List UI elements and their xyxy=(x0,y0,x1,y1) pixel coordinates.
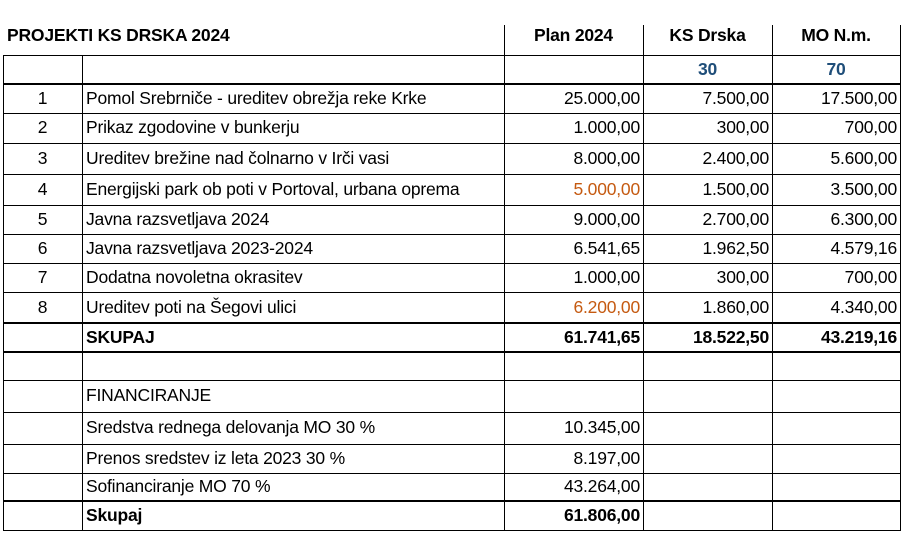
row-number: 3 xyxy=(37,147,48,168)
ks-value: 300,00 xyxy=(716,266,770,287)
ks-value: 1.962,50 xyxy=(702,237,769,258)
financing-total-value: 61.806,00 xyxy=(563,504,640,525)
plan-value: 1.000,00 xyxy=(573,117,640,138)
project-name: Energijski park ob poti v Portoval, urba… xyxy=(86,178,460,199)
plan-value: 9.000,00 xyxy=(573,208,640,229)
grid-vline xyxy=(504,55,505,531)
grid-hline xyxy=(3,412,901,413)
ks-value: 1.860,00 xyxy=(702,296,769,317)
ks-share-percent: 30 xyxy=(697,58,718,79)
grid-vline xyxy=(3,55,4,531)
grid-vline xyxy=(900,55,901,531)
header-ks-drska: KS Drska xyxy=(669,25,746,46)
grid-vline xyxy=(772,55,773,531)
project-name: Pomol Srebrniče - ureditev obrežja reke … xyxy=(86,87,427,108)
header-plan-2024: Plan 2024 xyxy=(534,25,613,46)
project-name: Javna razsvetljava 2023-2024 xyxy=(86,237,313,258)
plan-value: 1.000,00 xyxy=(573,266,640,287)
grid-hline xyxy=(3,174,901,175)
financing-label: Prenos sredstev iz leta 2023 30 % xyxy=(86,447,345,468)
grid-vline xyxy=(772,25,773,56)
mo-value: 3.500,00 xyxy=(830,178,897,199)
row-number: 6 xyxy=(37,237,48,258)
plan-value: 6.200,00 xyxy=(573,296,640,317)
ks-value: 300,00 xyxy=(716,117,770,138)
total-ks: 18.522,50 xyxy=(692,326,769,347)
grid-vline xyxy=(643,25,644,56)
grid-hline xyxy=(3,351,901,353)
financing-title: FINANCIRANJE xyxy=(86,385,211,406)
grid-hline xyxy=(3,500,901,502)
total-mo: 43.219,16 xyxy=(820,326,897,347)
mo-value: 700,00 xyxy=(844,266,898,287)
financing-value: 8.197,00 xyxy=(573,447,640,468)
grid-hline xyxy=(3,380,901,381)
mo-value: 700,00 xyxy=(844,117,898,138)
financing-total-label: Skupaj xyxy=(86,504,143,525)
plan-value: 6.541,65 xyxy=(573,237,640,258)
grid-hline xyxy=(3,83,901,85)
ks-value: 7.500,00 xyxy=(702,87,769,108)
grid-hline xyxy=(3,205,901,206)
total-plan: 61.741,65 xyxy=(563,326,640,347)
mo-value: 17.500,00 xyxy=(820,87,897,108)
row-number: 7 xyxy=(37,266,48,287)
grid-hline xyxy=(3,530,901,531)
project-name: Dodatna novoletna okrasitev xyxy=(86,266,303,287)
project-name: Ureditev brežine nad čolnarno v Irči vas… xyxy=(86,147,390,168)
plan-value: 5.000,00 xyxy=(573,178,640,199)
grid-vline xyxy=(82,55,83,531)
grid-hline xyxy=(3,143,901,144)
row-number: 8 xyxy=(37,296,48,317)
grid-vline xyxy=(643,55,644,531)
row-number: 2 xyxy=(37,117,48,138)
total-label: SKUPAJ xyxy=(86,326,155,347)
grid-hline xyxy=(3,444,901,445)
grid-hline xyxy=(3,292,901,293)
header-mo-nm: MO N.m. xyxy=(801,25,871,46)
grid-vline xyxy=(900,25,901,56)
project-name: Javna razsvetljava 2024 xyxy=(86,208,270,229)
ks-value: 1.500,00 xyxy=(702,178,769,199)
financing-label: Sofinanciranje MO 70 % xyxy=(86,476,271,497)
financing-value: 10.345,00 xyxy=(563,417,640,438)
grid-hline xyxy=(3,113,901,114)
project-name: Prikaz zgodovine v bunkerju xyxy=(86,117,300,138)
grid-vline xyxy=(504,25,505,56)
grid-hline xyxy=(3,55,901,56)
mo-value: 4.340,00 xyxy=(830,296,897,317)
row-number: 1 xyxy=(37,87,48,108)
project-name: Ureditev poti na Šegovi ulici xyxy=(86,296,297,317)
row-number: 5 xyxy=(37,208,48,229)
grid-hline xyxy=(3,263,901,264)
grid-hline xyxy=(3,473,901,474)
mo-value: 5.600,00 xyxy=(830,147,897,168)
financing-label: Sredstva rednega delovanja MO 30 % xyxy=(86,417,375,438)
table-title: PROJEKTI KS DRSKA 2024 xyxy=(7,25,230,46)
grid-hline xyxy=(3,322,901,324)
mo-share-percent: 70 xyxy=(826,58,846,79)
mo-value: 6.300,00 xyxy=(830,208,897,229)
ks-value: 2.700,00 xyxy=(702,208,769,229)
grid-hline xyxy=(3,234,901,235)
plan-value: 25.000,00 xyxy=(563,87,640,108)
row-number: 4 xyxy=(37,178,48,199)
mo-value: 4.579,16 xyxy=(830,237,897,258)
plan-value: 8.000,00 xyxy=(573,147,640,168)
financing-value: 43.264,00 xyxy=(563,476,640,497)
ks-value: 2.400,00 xyxy=(702,147,769,168)
